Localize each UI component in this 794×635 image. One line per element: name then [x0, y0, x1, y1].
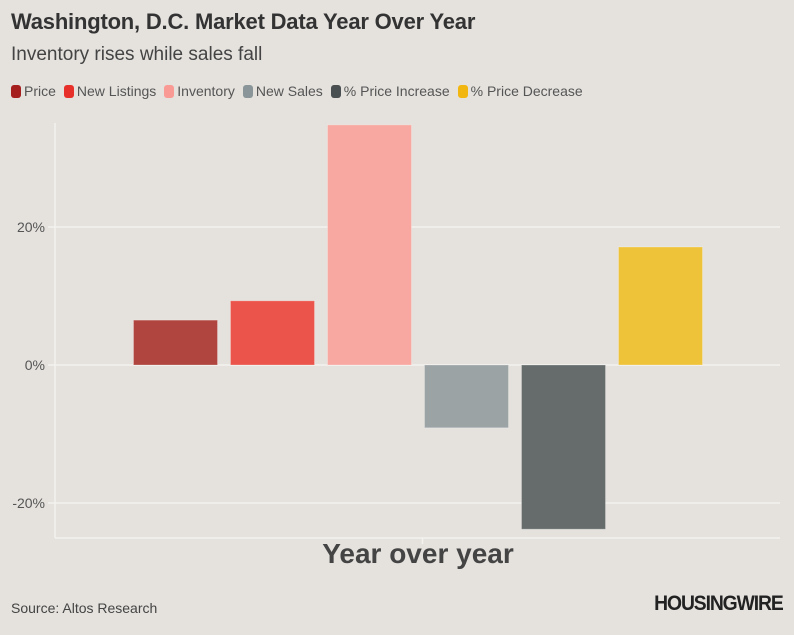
legend-label: New Listings — [76, 83, 157, 99]
legend-swatch — [457, 84, 468, 98]
legend-label: Inventory — [177, 83, 235, 99]
legend-swatch — [164, 84, 175, 98]
legend-swatch — [330, 84, 341, 98]
chart-title: Washington, D.C. Market Data Year Over Y… — [11, 9, 476, 34]
legend-label: % Price Increase — [343, 83, 450, 99]
source-note: Source: Altos Research — [11, 600, 158, 616]
legend-swatch — [63, 84, 74, 98]
legend-item[interactable]: Price — [11, 83, 56, 99]
legend-item[interactable]: % Price Increase — [330, 83, 450, 99]
legend-swatch — [11, 84, 21, 98]
legend-label: Price — [24, 83, 56, 99]
housingwire-logo: HOUSINGWIRE — [654, 592, 785, 615]
bar-price[interactable] — [133, 319, 218, 366]
bar-price-increase[interactable] — [521, 364, 606, 530]
legend: Price New Listings Inventory New Sales % Pri… — [11, 83, 583, 99]
bar-price-decrease[interactable] — [618, 246, 703, 366]
y-tick-label: -20% — [12, 495, 45, 511]
bar-inventory[interactable] — [327, 124, 412, 366]
y-tick-label: 0% — [25, 357, 45, 373]
x-axis-label: Year over year — [322, 538, 514, 569]
legend-item[interactable]: % Price Decrease — [457, 83, 583, 99]
bar-new-listings[interactable] — [230, 300, 315, 366]
legend-item[interactable]: Inventory — [164, 83, 235, 99]
legend-swatch — [242, 84, 253, 98]
bar-new-sales[interactable] — [424, 364, 509, 429]
legend-label: New Sales — [255, 83, 323, 99]
legend-label: % Price Decrease — [470, 83, 583, 99]
chart-subtitle: Inventory rises while sales fall — [11, 44, 263, 65]
y-tick-label: 20% — [17, 219, 45, 235]
legend-item[interactable]: New Listings — [63, 83, 157, 99]
legend-item[interactable]: New Sales — [242, 83, 323, 99]
